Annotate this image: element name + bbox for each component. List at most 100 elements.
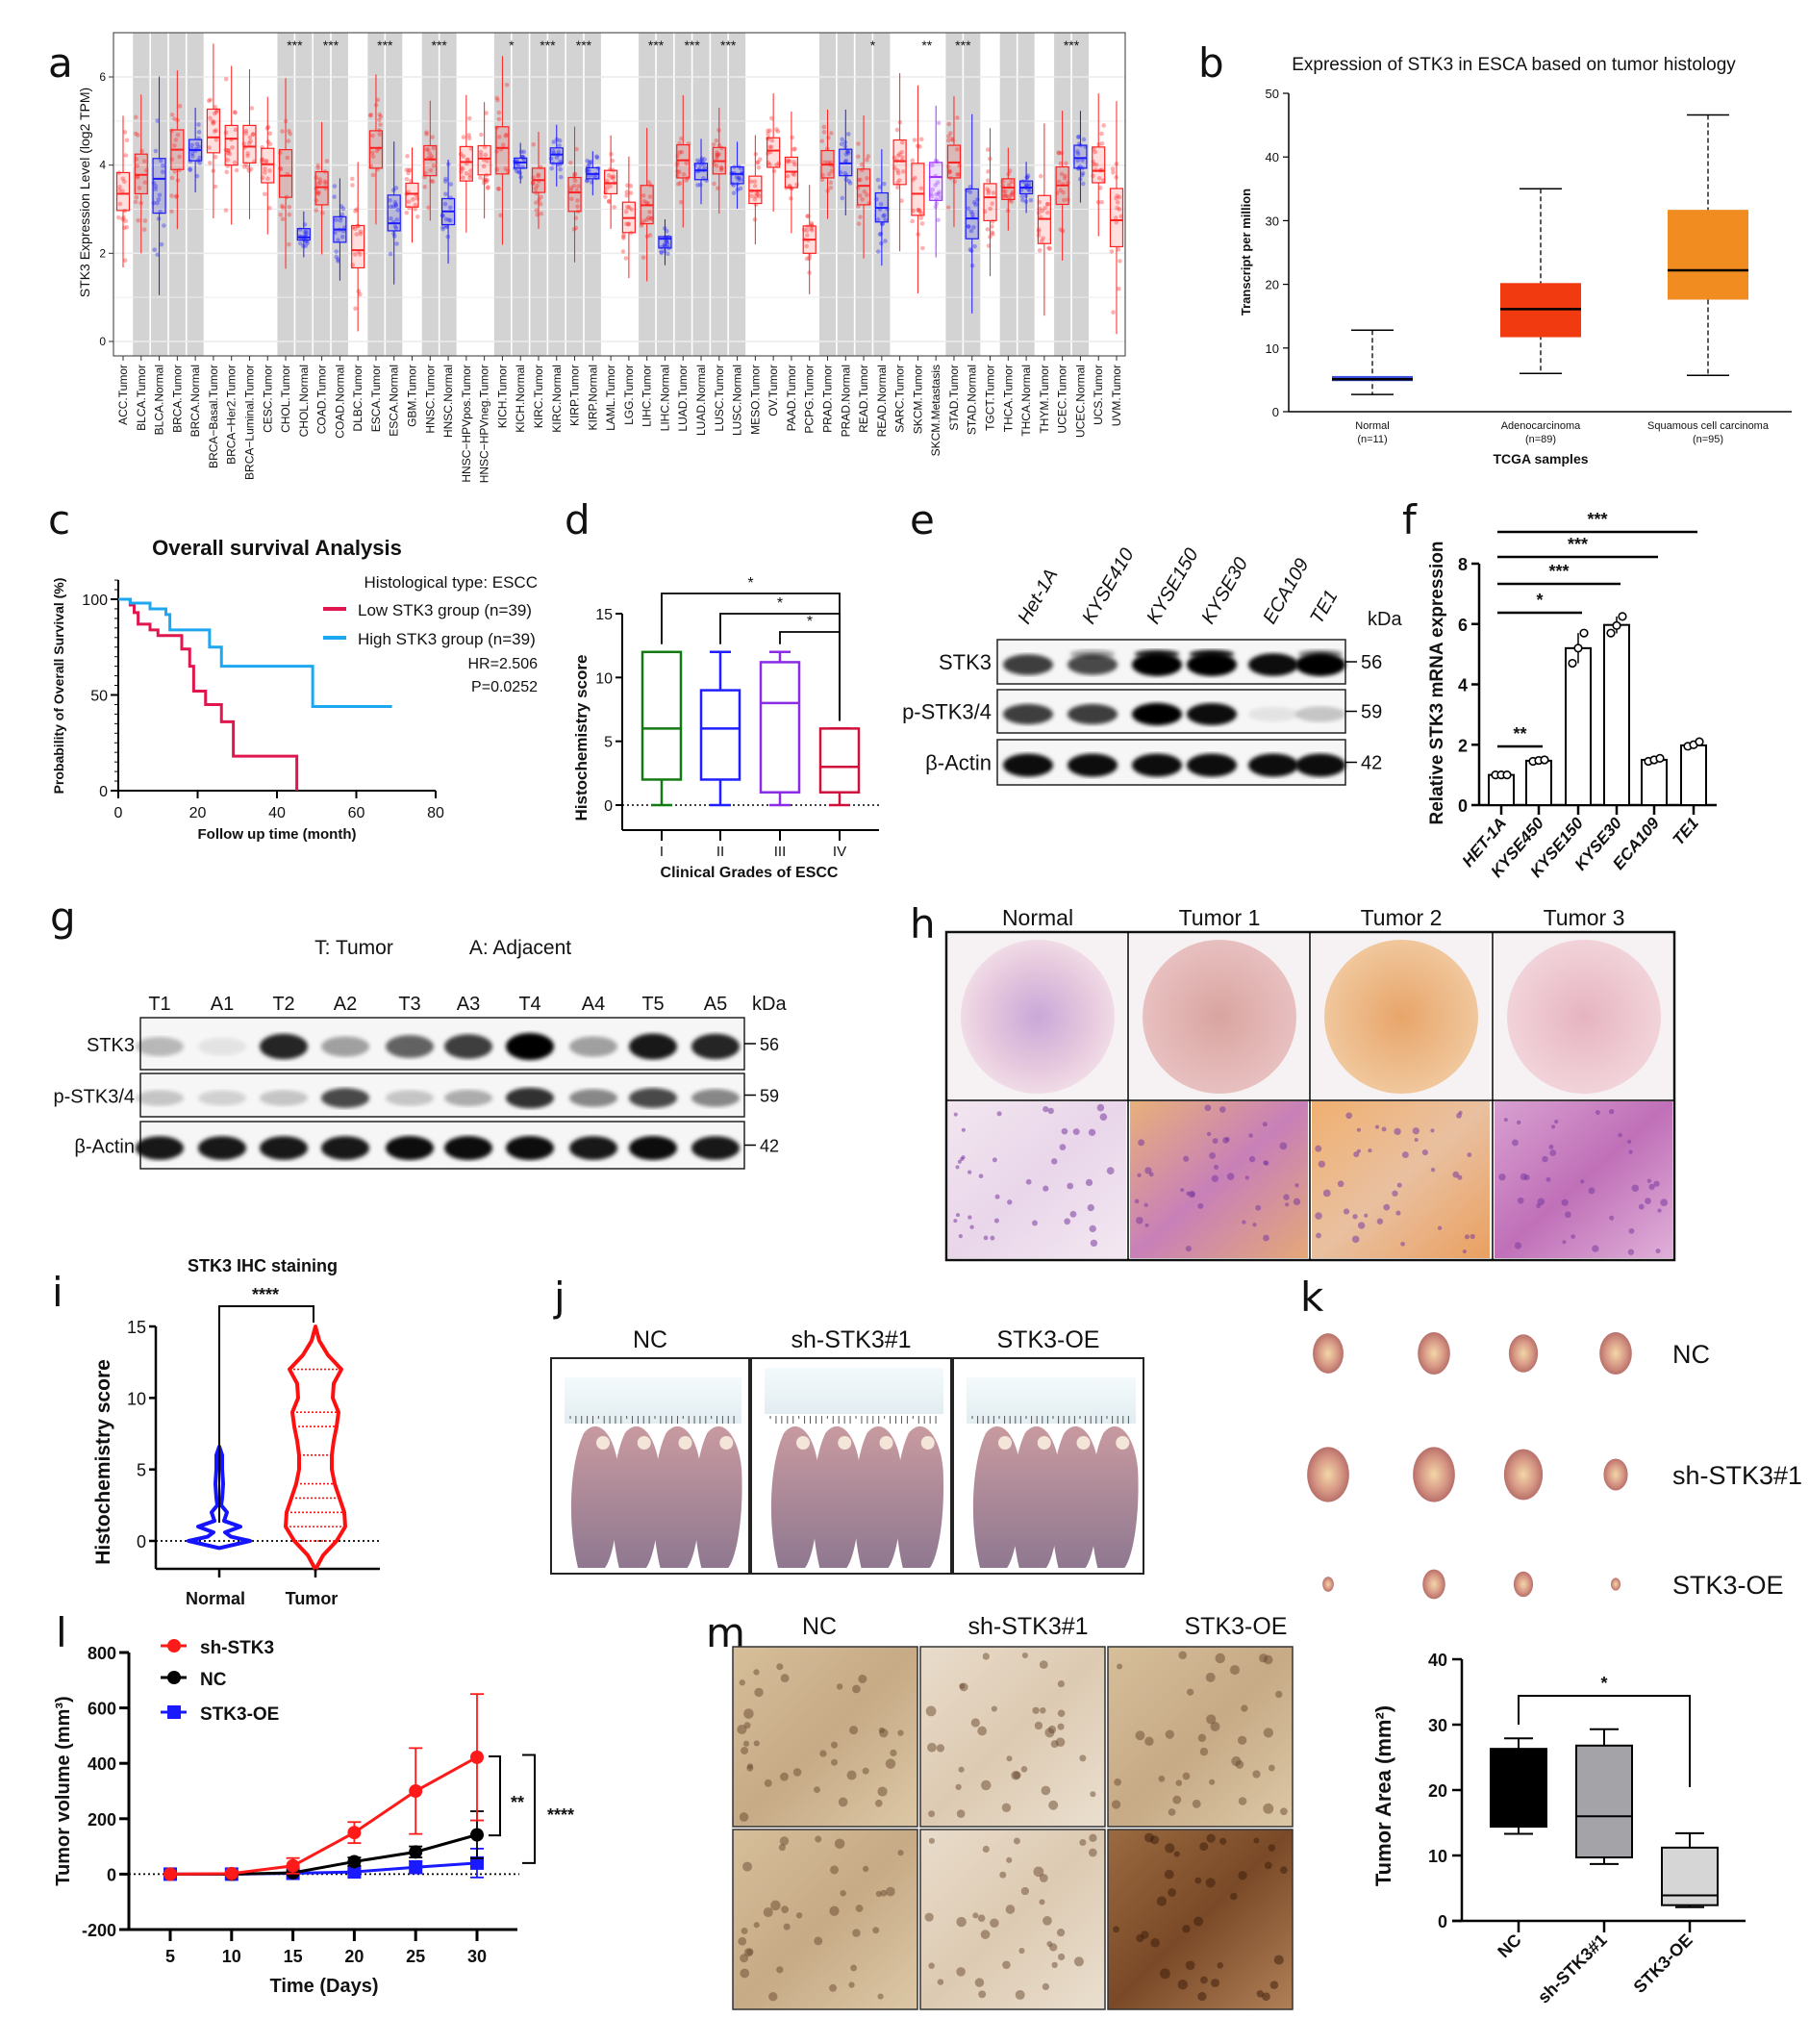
nucleus	[846, 1770, 857, 1780]
data-point	[865, 176, 869, 181]
data-point	[430, 135, 436, 139]
data-point	[968, 228, 974, 234]
data-point	[930, 163, 935, 168]
x-tick-label: BRCA−Her2.Tumor	[225, 365, 239, 465]
data-point	[845, 150, 851, 156]
data-point	[249, 106, 255, 111]
data-point	[536, 172, 541, 177]
nucleus	[1562, 1240, 1567, 1245]
data-point	[856, 154, 861, 160]
tumor-specimen	[1513, 1571, 1534, 1598]
significance-label: ***	[1548, 562, 1569, 581]
data-point	[809, 226, 814, 231]
shaded-band	[999, 33, 1017, 356]
nucleus	[977, 1726, 988, 1736]
data-point	[791, 172, 797, 177]
nucleus	[990, 1235, 995, 1241]
nucleus	[1150, 1938, 1160, 1948]
data-point	[646, 214, 651, 220]
bar	[1641, 758, 1668, 806]
data-point	[246, 168, 252, 173]
nucleus	[1069, 1210, 1077, 1218]
data-point	[768, 144, 774, 150]
nucleus	[1570, 1234, 1575, 1239]
nucleus	[1057, 1723, 1065, 1730]
data-point	[991, 232, 995, 237]
nucleus	[1462, 1249, 1467, 1254]
data-point	[393, 203, 399, 209]
data-marker	[409, 1845, 423, 1859]
data-point	[787, 183, 792, 189]
protein-band	[1003, 753, 1053, 777]
nucleus	[840, 1890, 846, 1897]
nucleus	[1252, 1223, 1257, 1227]
data-point	[620, 249, 626, 254]
nucleus	[1051, 1158, 1058, 1165]
nucleus	[1182, 1772, 1191, 1780]
data-point	[557, 138, 563, 143]
x-tick-label: DLBC.Tumor	[351, 365, 364, 432]
box	[1575, 1744, 1633, 1859]
mouse	[854, 1426, 902, 1568]
shaded-band	[314, 33, 331, 356]
y-tick-label: 20	[1428, 1781, 1447, 1801]
data-point	[1111, 170, 1116, 175]
nucleus	[779, 1836, 790, 1846]
nucleus	[1099, 1113, 1108, 1121]
nucleus	[994, 1194, 1000, 1199]
data-point	[267, 205, 272, 211]
nucleus	[1206, 1714, 1217, 1725]
significance-bracket	[1518, 1695, 1691, 1787]
data-point	[317, 180, 323, 186]
data-point	[133, 131, 138, 137]
data-point	[875, 249, 881, 254]
data-point	[422, 185, 428, 189]
x-tick-label: Normal	[1355, 420, 1389, 432]
x-tick-label: HNSC.Normal	[441, 365, 455, 438]
data-point	[866, 154, 871, 159]
significance-label: ***	[648, 38, 665, 53]
data-point	[496, 116, 502, 122]
data-point	[415, 214, 420, 219]
nucleus	[1013, 1837, 1020, 1845]
significance-label: ***	[432, 38, 448, 53]
data-point	[316, 189, 321, 195]
survival-curve-high	[118, 597, 392, 708]
nucleus	[953, 1219, 958, 1224]
tumor-specimen	[1322, 1577, 1334, 1592]
nucleus	[1548, 1144, 1554, 1149]
box	[423, 144, 438, 177]
data-point	[899, 198, 904, 204]
data-point	[196, 130, 202, 135]
nucleus	[858, 1674, 867, 1683]
box	[387, 194, 401, 232]
data-point	[715, 154, 719, 160]
nucleus	[1209, 1779, 1216, 1785]
data-point	[828, 185, 834, 190]
x-axis-label: TCGA samples	[1493, 451, 1588, 467]
data-point	[712, 181, 716, 187]
nucleus	[981, 1779, 992, 1791]
x-axis-label: Follow up time (month)	[198, 826, 357, 843]
data-point	[427, 151, 433, 157]
nucleus	[1210, 1722, 1220, 1731]
box	[459, 145, 473, 182]
nucleus	[795, 1912, 803, 1919]
data-point	[177, 154, 182, 160]
protein-band	[386, 1035, 434, 1058]
series-line	[170, 1833, 478, 1876]
replicate-point	[1502, 770, 1512, 780]
nucleus	[1206, 1131, 1212, 1137]
nucleus	[1021, 1652, 1028, 1659]
data-point	[608, 184, 613, 189]
x-tick-label: 20	[344, 1947, 364, 1966]
shaded-band	[187, 33, 204, 356]
data-point	[698, 182, 703, 188]
x-tick-label: LGG.Tumor	[622, 365, 636, 425]
box	[314, 170, 329, 206]
x-tick-label: BLCA.Tumor	[135, 365, 148, 431]
panel-label-a: a	[48, 39, 73, 87]
ihc-panel-m: NC sh-STK3#1 STK3-OE	[732, 1613, 1294, 2010]
data-point	[756, 193, 762, 199]
